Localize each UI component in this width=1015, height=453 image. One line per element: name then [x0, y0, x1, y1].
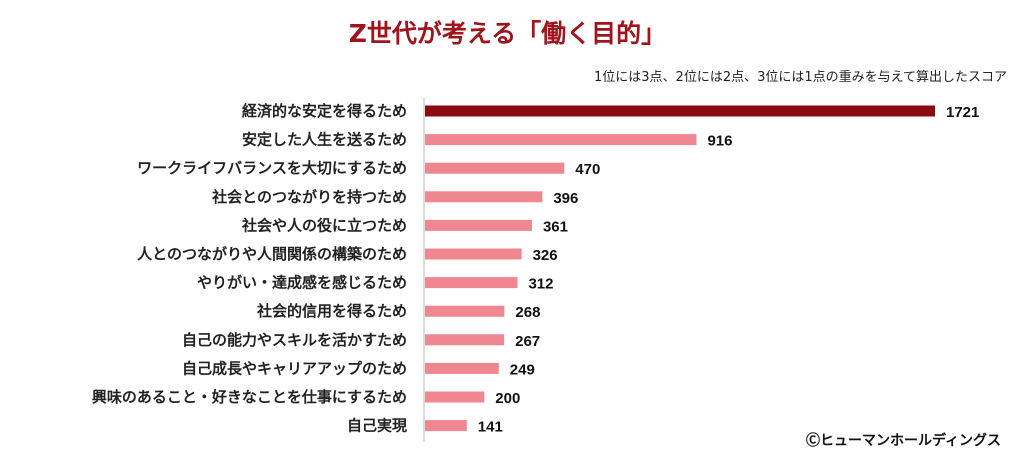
category-label: 社会や人の役に立つため — [241, 216, 407, 234]
data-label: 916 — [707, 133, 732, 150]
data-label: 1721 — [946, 104, 979, 121]
category-label: 興味のあること・好きなことを仕事にするため — [92, 388, 407, 406]
category-label: 経済的な安定を得るため — [242, 102, 407, 120]
bar — [425, 134, 697, 146]
data-label: 200 — [495, 390, 520, 407]
data-label: 141 — [478, 419, 503, 436]
bar — [425, 219, 532, 231]
chart-title: Z世代が考える「働く目的」 — [348, 19, 667, 48]
bar — [425, 105, 935, 117]
category-label: ワークライフバランスを大切にするため — [137, 159, 407, 177]
data-label: 470 — [575, 161, 600, 178]
bar — [425, 362, 499, 374]
bar — [425, 305, 505, 317]
data-label: 361 — [543, 218, 568, 235]
data-label: 267 — [515, 333, 540, 350]
data-label: 326 — [533, 247, 558, 264]
category-label: 自己の能力やスキルを活かすため — [182, 331, 407, 349]
category-label: 安定した人生を送るため — [242, 131, 407, 149]
bar — [425, 162, 565, 174]
category-label: やりがい・達成感を感じるため — [197, 274, 407, 292]
category-label: 自己成長やキャリアアップのため — [182, 359, 407, 377]
data-label: 249 — [510, 361, 535, 378]
copyright-credit: Ⓒヒューマンホールディングス — [805, 433, 1001, 449]
bar — [425, 334, 505, 346]
category-label: 社会とのつながりを持つため — [211, 188, 407, 206]
bar — [425, 391, 485, 403]
category-label: 社会的信用を得るため — [256, 302, 407, 320]
bar — [425, 248, 522, 260]
bar — [425, 420, 467, 432]
chart-subtitle: 1位には3点、2位には2点、3位には1点の重みを与えて算出したスコア — [594, 70, 1007, 85]
data-label: 396 — [553, 190, 578, 207]
category-label: 人とのつながりや人間関係の構築のため — [137, 245, 407, 263]
category-label: 自己実現 — [347, 417, 407, 435]
bar — [425, 277, 518, 289]
data-label: 268 — [515, 304, 540, 321]
data-label: 312 — [528, 276, 553, 293]
bar — [425, 191, 543, 203]
